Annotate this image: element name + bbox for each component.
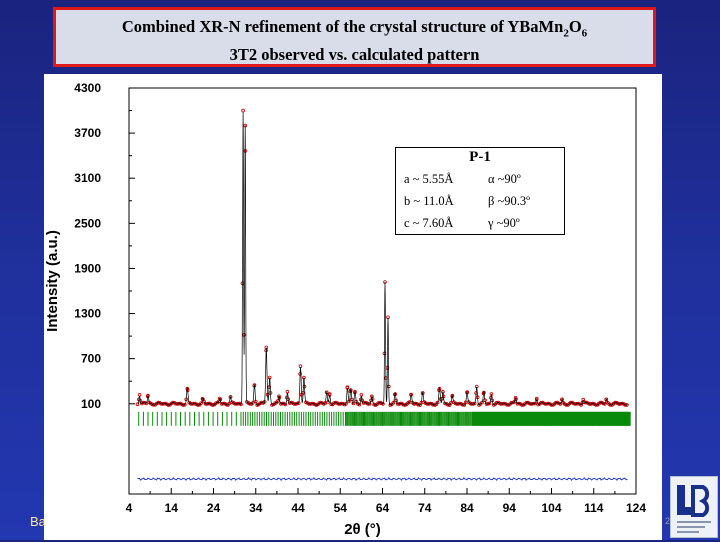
param-b: b ~ 11.0Å [404, 194, 454, 208]
x-axis-label: 2θ (°) [344, 521, 381, 538]
observed-point [135, 402, 140, 407]
observed-point [480, 400, 484, 405]
observed-point [416, 402, 421, 407]
param-c: c ~ 7.60Å [404, 216, 454, 230]
observed-point [228, 395, 233, 399]
y-tick-label: 4300 [74, 81, 101, 95]
y-tick-label: 1300 [74, 307, 101, 321]
x-tick-label: 64 [376, 501, 390, 515]
y-axis-label: Intensity (a.u.) [44, 230, 61, 332]
lab-logo [670, 476, 718, 538]
observed-point [370, 394, 374, 399]
unit-cell-box: P-1 a ~ 5.55Å α ~90º b ~ 11.0Å β ~90.3º … [395, 147, 565, 235]
observed-point [512, 399, 517, 404]
observed-point [283, 402, 288, 407]
calculated-line [137, 111, 628, 406]
observed-point [185, 386, 190, 391]
footer-text: Ba [30, 514, 46, 529]
x-tick-label: 84 [460, 501, 474, 515]
observed-point [239, 402, 243, 407]
observed-point [604, 397, 609, 402]
y-tick-label: 2500 [74, 216, 101, 230]
x-tick-label: 114 [584, 501, 604, 515]
observed-point [557, 401, 561, 406]
slide-title: Combined XR-N refinement of the crystal … [53, 7, 656, 67]
observed-point [472, 401, 477, 406]
observed-point [218, 396, 222, 401]
x-tick-label: 14 [165, 501, 179, 515]
observed-point [277, 394, 281, 399]
x-tick-label: 54 [334, 501, 348, 515]
observed-point [513, 395, 518, 400]
observed-point [144, 401, 149, 406]
observed-point [241, 108, 245, 113]
observed-point [391, 400, 396, 405]
angle-gamma: γ ~90º [488, 216, 520, 230]
x-tick-label: 94 [503, 501, 517, 515]
y-tick-label: 3100 [74, 171, 101, 185]
y-tick-label: 700 [81, 352, 101, 366]
y-tick-label: 3700 [74, 126, 101, 140]
angle-beta: β ~90.3º [488, 194, 530, 208]
space-group: P-1 [469, 149, 491, 165]
y-tick-label: 1900 [74, 261, 101, 275]
observed-point [183, 402, 187, 407]
observed-point [199, 401, 203, 406]
x-tick-label: 34 [249, 501, 263, 515]
observed-point [560, 397, 564, 402]
observed-point [579, 403, 583, 407]
observed-point [381, 402, 385, 406]
observed-point [435, 400, 440, 405]
x-tick-label: 24 [207, 501, 221, 515]
difference-line [137, 477, 628, 481]
observed-point [409, 392, 414, 397]
x-tick-label: 44 [291, 501, 305, 515]
x-tick-label: 104 [541, 501, 561, 515]
observed-point [357, 402, 362, 407]
observed-point [487, 401, 492, 406]
x-tick-label: 74 [418, 501, 432, 515]
x-tick-label: 4 [126, 501, 133, 515]
observed-point [351, 401, 356, 406]
xrd-chart: 100 700 1300 1900 2500 3100 3700 4300 4 14 24 34 44 5… [44, 74, 662, 540]
x-tick-label: 124 [626, 501, 646, 515]
title-line2: 3T2 observed vs. calculated pattern [229, 45, 480, 65]
observed-point [437, 386, 442, 391]
observed-point [450, 394, 455, 399]
chart-svg: 100 700 1300 1900 2500 3100 3700 4300 4 14 24 34 44 5… [44, 81, 646, 538]
param-a: a ~ 5.55Å [404, 172, 454, 186]
angle-alpha: α ~90º [488, 172, 521, 186]
y-tick-label: 100 [81, 397, 101, 411]
title-line1: Combined XR-N refinement of the crystal … [121, 17, 588, 40]
